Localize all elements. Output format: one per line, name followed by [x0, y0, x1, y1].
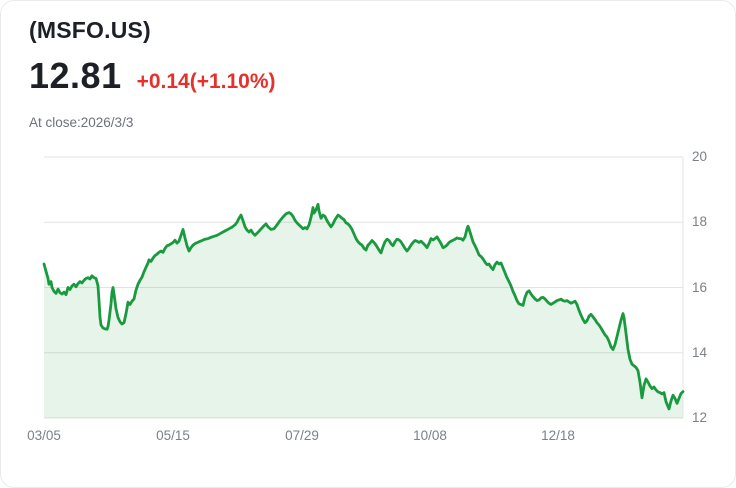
- y-axis-label: 18: [692, 214, 708, 230]
- y-axis-label: 14: [692, 344, 708, 360]
- y-axis-label: 12: [692, 410, 708, 425]
- symbol-title: (MSFO.US): [29, 17, 151, 43]
- x-axis-label: 12/18: [541, 428, 575, 443]
- x-axis-label: 05/15: [156, 428, 190, 443]
- y-axis-label: 16: [692, 279, 708, 295]
- x-axis-label: 10/08: [413, 428, 447, 443]
- price-row: 12.81 +0.14(+1.10%): [29, 55, 276, 97]
- last-price: 12.81: [29, 55, 122, 96]
- x-axis-label: 07/29: [285, 428, 319, 443]
- x-axis-label: 03/05: [27, 428, 61, 443]
- y-axis-label: 20: [692, 149, 708, 164]
- close-time-note: At close:2026/3/3: [29, 115, 134, 130]
- price-change: +0.14(+1.10%): [136, 70, 276, 93]
